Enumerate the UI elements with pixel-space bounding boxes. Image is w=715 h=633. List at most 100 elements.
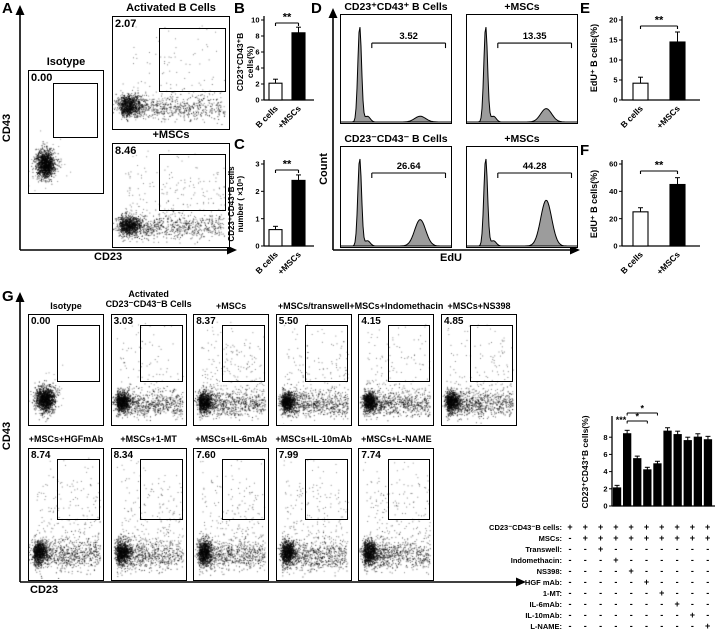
condition-cell: + [597, 532, 604, 543]
condition-cell: - [706, 543, 710, 554]
flow-gate-percent: 8.46 [115, 145, 137, 157]
condition-cell: + [705, 521, 711, 532]
panel-a-axes [15, 5, 237, 255]
flow-plot-title: +MSCs [152, 129, 190, 141]
condition-cell: + [705, 620, 711, 631]
significance-label: * [635, 412, 639, 422]
panel-g-y-axis-label: CD43 [1, 421, 13, 451]
significance-label: *** [616, 415, 627, 425]
flow-plot-box: 3.03 [110, 314, 187, 426]
hist-plot-title: +MSCs [504, 133, 540, 145]
condition-cell: - [629, 598, 633, 609]
x-category-label: B cells [253, 249, 280, 276]
y-tick-label: 4 [603, 467, 608, 476]
condition-label: HGF mAb: [524, 578, 562, 587]
flow-scatter-canvas [359, 315, 433, 424]
condition-label: CD23⁻CD43⁻B cells: [489, 523, 562, 532]
y-tick-label: 0 [603, 502, 607, 511]
hist-path [467, 27, 577, 123]
condition-cell: - [660, 543, 664, 554]
significance-label: ** [655, 160, 664, 172]
significance-label: * [641, 404, 645, 414]
condition-cell: - [568, 598, 572, 609]
y-tick-label: 10 [251, 16, 259, 25]
bar-chart-svg: 0 20 40 60 ** B cells +MSCs [609, 160, 700, 277]
condition-label: Transwell: [525, 545, 562, 554]
condition-cell: - [583, 554, 587, 565]
y-tick-label: 60 [609, 160, 617, 169]
hist-plot-title: +MSCs [504, 1, 540, 13]
condition-cell: - [599, 554, 603, 565]
flow-gate-percent: 7.99 [278, 450, 299, 461]
flow-gate [53, 83, 98, 139]
hist-path [341, 27, 451, 123]
flow-plot-box: 0.00 [28, 70, 104, 194]
condition-label: 1-MT: [542, 589, 562, 598]
panel-d-axes [328, 8, 580, 255]
bar [693, 436, 702, 507]
condition-cell: + [689, 609, 696, 620]
y-tick-label: 2 [255, 80, 259, 89]
condition-cell: - [675, 554, 679, 565]
condition-cell: - [706, 576, 710, 587]
flow-scatter-canvas [276, 315, 350, 424]
panel-label-e: E [580, 0, 591, 17]
y-tick-label: 0 [255, 96, 259, 105]
condition-cell: + [643, 532, 650, 543]
condition-cell: + [567, 521, 573, 532]
flow-gate [57, 324, 101, 383]
x-category-label: +MSCs [655, 249, 682, 276]
flow-gate-percent: 0.00 [31, 72, 53, 84]
flow-scatter-canvas [194, 315, 268, 424]
condition-cell: - [568, 576, 572, 587]
condition-cell: - [706, 609, 710, 620]
condition-label: Indomethacin: [510, 556, 562, 565]
flow-scatter-canvas [442, 315, 515, 424]
y-tick-label: 10 [609, 56, 617, 65]
condition-cell: - [568, 609, 572, 620]
flow-gate-percent: 7.74 [361, 450, 381, 461]
gate-percent-label: 26.64 [397, 161, 421, 172]
flow-scatter-canvas [111, 315, 185, 424]
bar [612, 487, 622, 507]
flow-gate-percent: 0.00 [31, 316, 51, 327]
x-category-label: +MSCs [655, 103, 682, 130]
y-tick-label: 5 [613, 76, 617, 85]
condition-cell: - [599, 576, 603, 587]
flow-gate [159, 154, 226, 211]
condition-cell: - [583, 576, 587, 587]
bar [291, 179, 306, 247]
flow-gate-percent: 2.07 [115, 18, 137, 30]
panel-b-bar-chart: 0 2 4 6 8 10 ** B cells +MSCs [250, 4, 314, 143]
condition-cell: + [582, 521, 588, 532]
flow-plot-box: 0.00 [28, 314, 104, 426]
flow-scatter-canvas [29, 315, 102, 424]
condition-cell: - [568, 554, 572, 565]
flow-gate [222, 459, 266, 520]
bar [643, 469, 652, 507]
bar-chart-svg: 0 2 4 6 8 10 ** B cells+MSCs [251, 12, 314, 131]
hist-plot-title: CD23⁺CD43⁺ B Cells [344, 1, 448, 13]
panel-f-y-axis-label: EdU⁺ B cells(%) [589, 169, 599, 239]
x-category-label: B cells [253, 103, 280, 130]
condition-label: IL-10mAb: [525, 611, 562, 620]
flow-scatter-canvas [113, 17, 228, 128]
flow-gate-percent: 4.85 [444, 316, 464, 327]
flow-gate [139, 324, 183, 383]
condition-cell: - [568, 587, 572, 598]
condition-cell: + [659, 532, 665, 543]
condition-cell: - [645, 543, 648, 554]
gate-percent-label: 44.28 [523, 161, 547, 172]
flow-plot-title: +MSCs/transwell [277, 301, 350, 311]
flow-plot-box: 7.60 [193, 448, 270, 581]
condition-cell: - [583, 609, 587, 620]
bar [663, 430, 672, 507]
flow-plot-box: 4.85 [441, 314, 517, 426]
bar [632, 211, 649, 247]
condition-cell: - [706, 554, 710, 565]
flow-scatter-canvas [194, 449, 268, 579]
condition-cell: - [614, 543, 618, 554]
bar [683, 440, 692, 507]
panel-d-x-axis-label: EdU [440, 252, 462, 264]
bar [291, 32, 306, 101]
